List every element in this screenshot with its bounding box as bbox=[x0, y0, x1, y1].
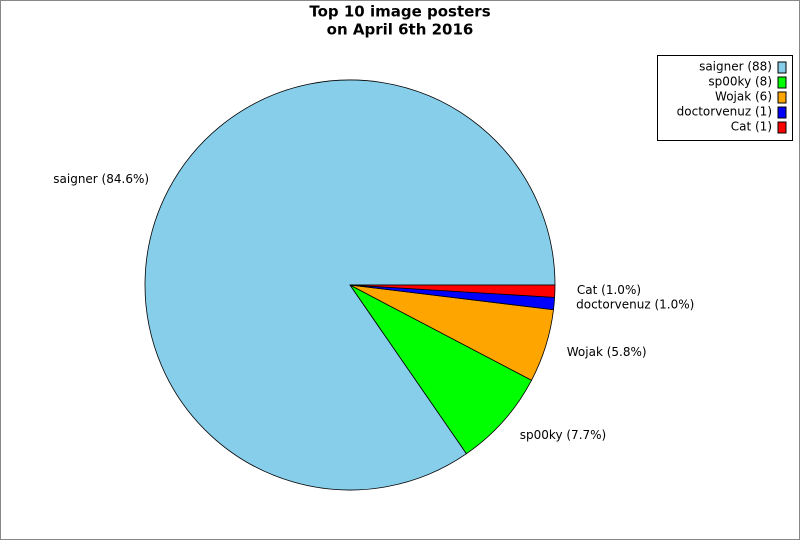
pie-slice bbox=[349, 284, 533, 455]
legend-swatch bbox=[777, 121, 787, 134]
legend-swatch bbox=[777, 106, 787, 119]
chart-title: Top 10 image posters bbox=[309, 3, 490, 21]
chart-subtitle: on April 6th 2016 bbox=[327, 21, 474, 39]
legend-swatch bbox=[777, 76, 787, 89]
slice-label: saigner (84.6%) bbox=[53, 172, 149, 186]
legend-label: saigner (88) bbox=[699, 60, 772, 74]
legend-label: Wojak (6) bbox=[715, 90, 772, 104]
legend-box bbox=[657, 55, 793, 141]
legend-swatch bbox=[777, 91, 787, 104]
slice-label: Cat (1.0%) bbox=[577, 283, 641, 297]
legend-label: sp00ky (8) bbox=[708, 75, 772, 89]
slice-label: Wojak (5.8%) bbox=[567, 345, 647, 359]
slice-label: doctorvenuz (1.0%) bbox=[576, 297, 694, 311]
legend-label: Cat (1) bbox=[731, 120, 772, 134]
legend-swatch bbox=[777, 61, 787, 74]
legend-label: doctorvenuz (1) bbox=[677, 105, 772, 119]
pie-slice bbox=[349, 284, 556, 298]
slice-label: sp00ky (7.7%) bbox=[520, 428, 606, 442]
